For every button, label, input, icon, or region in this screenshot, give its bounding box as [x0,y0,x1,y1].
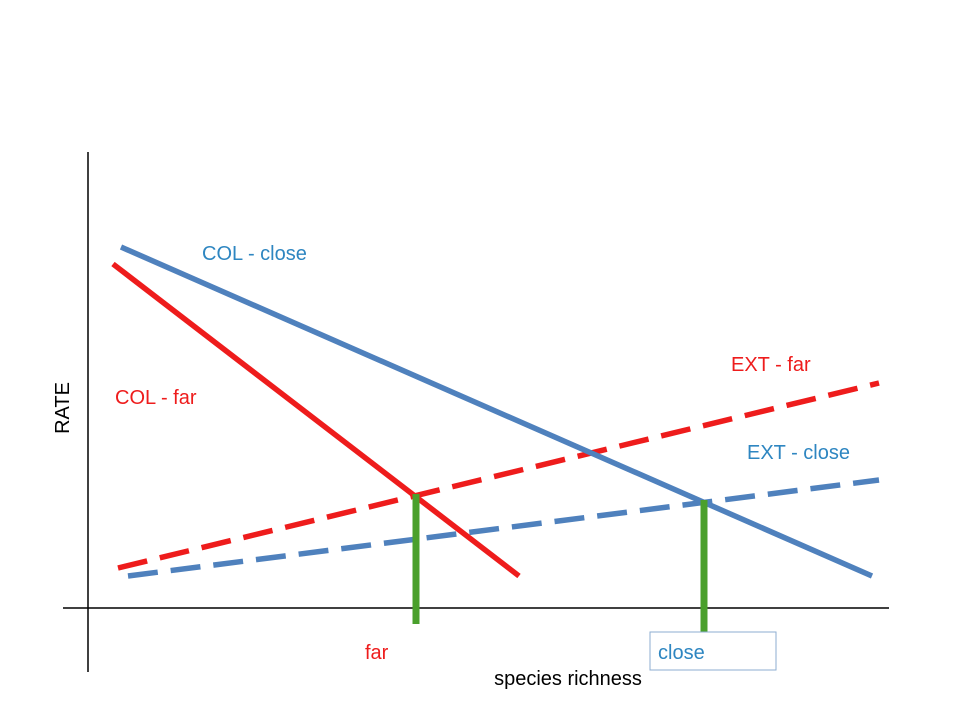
far-marker-label: far [365,642,389,664]
close-marker-label-box [649,631,777,671]
ext-close-line [127,477,880,579]
col-close-label: COL - close [202,243,307,265]
col-close-line [119,244,874,579]
ext-far-line [117,380,880,571]
ext-far-label: EXT - far [731,354,811,376]
ext-close-label: EXT - close [747,442,850,464]
close-marker-label: close [658,642,705,664]
col-far-label: COL - far [115,387,197,409]
x-axis-label: species richness [494,668,642,690]
y-axis-label: RATE [52,382,74,434]
col-far-line [111,261,521,579]
